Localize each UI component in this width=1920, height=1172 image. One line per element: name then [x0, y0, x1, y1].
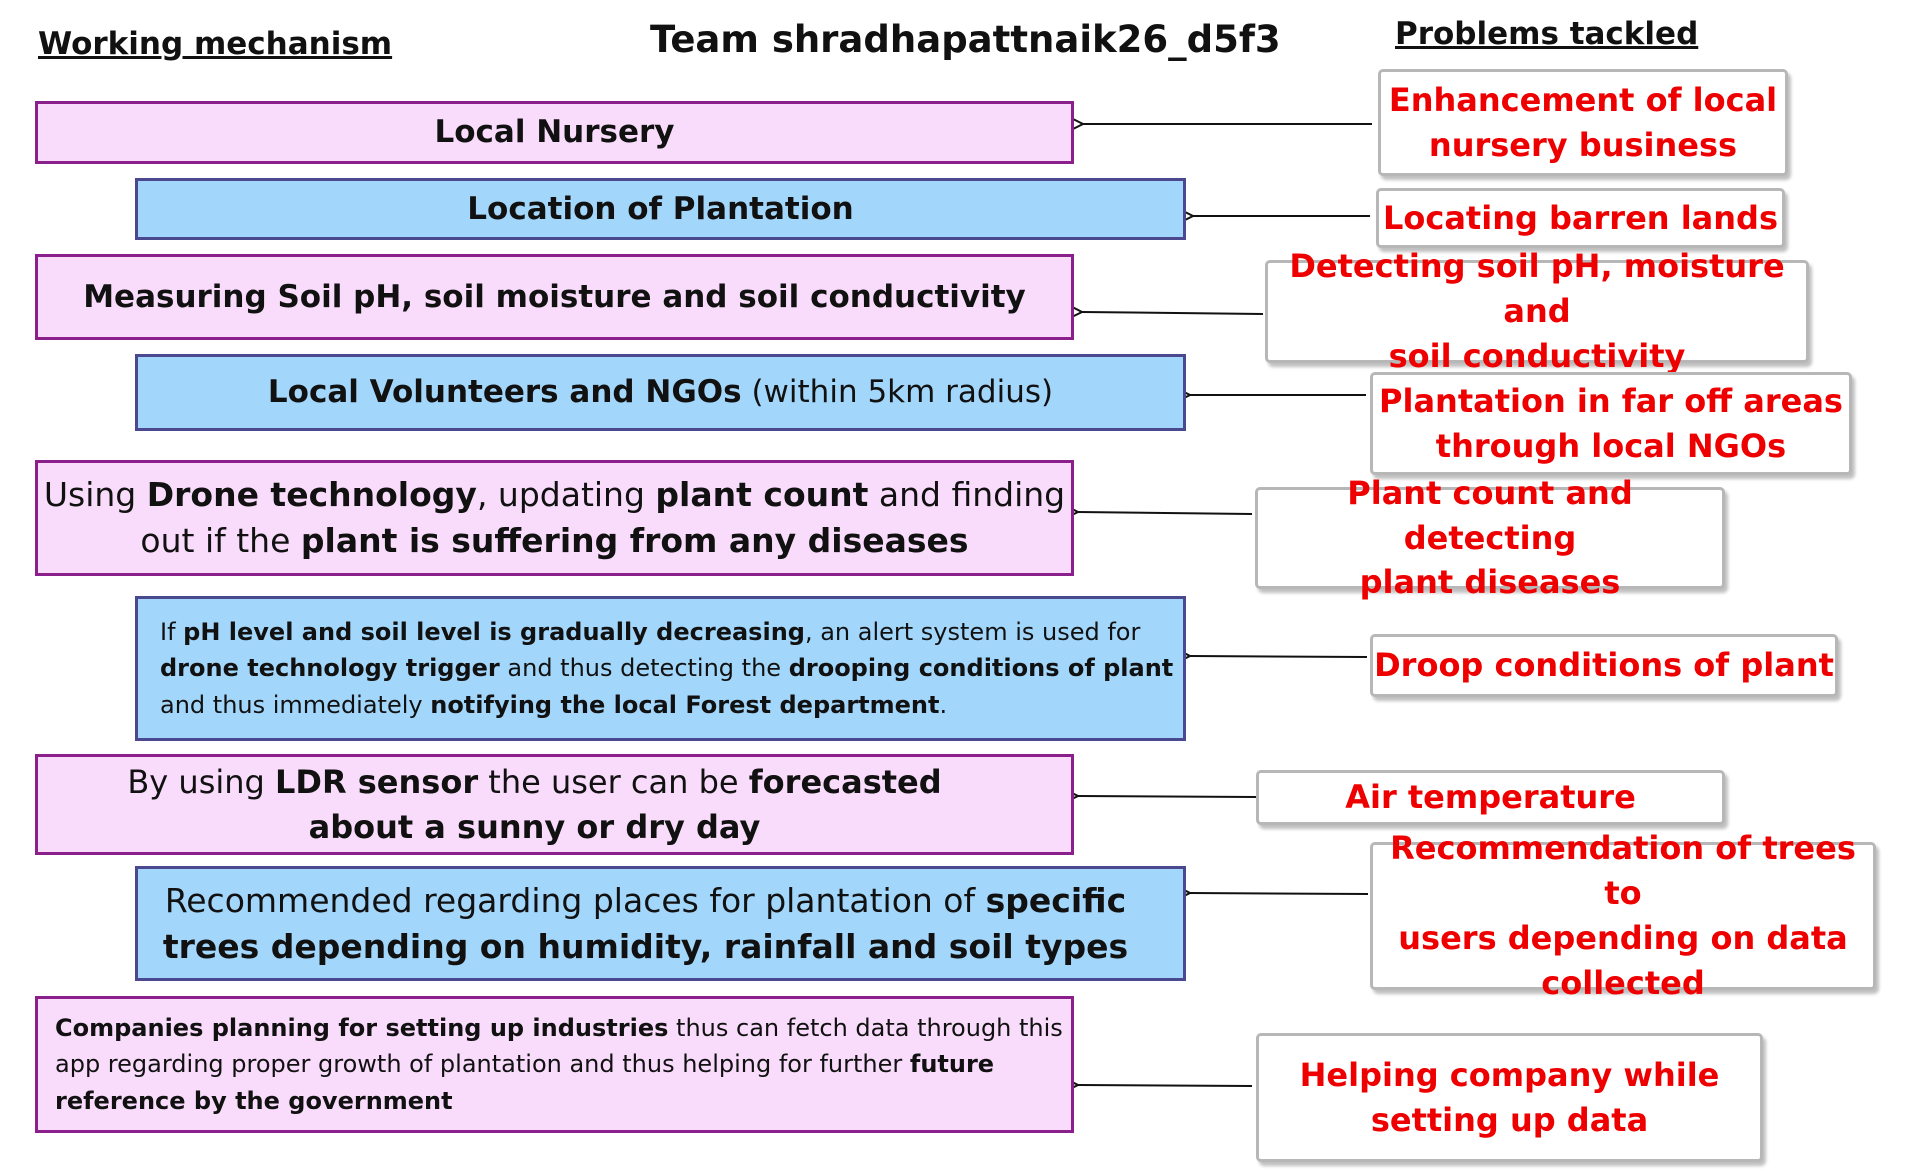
volunteers-label: Local Volunteers and NGOs (within 5km ra…: [267, 374, 1054, 411]
soil-measuring-box: Measuring Soil pH, soil moisture and soi…: [35, 254, 1074, 340]
soil-label: Measuring Soil pH, soil moisture and soi…: [83, 278, 1026, 315]
ldr-text: By using LDR sensor the user can be fore…: [127, 763, 942, 846]
local-nursery-box: Local Nursery: [35, 101, 1074, 164]
companies-box: Companies planning for setting up indust…: [35, 996, 1074, 1133]
problem-barren-lands: Locating barren lands: [1376, 188, 1785, 248]
alert-text: If pH level and soil level is gradually …: [160, 617, 1174, 719]
problem-soil-detection: Detecting soil pH, moisture and soil cond…: [1265, 247, 1809, 375]
companies-text: Companies planning for setting up indust…: [55, 1013, 1063, 1115]
drone-box: Using Drone technology, updating plant c…: [35, 460, 1074, 576]
problem-droop-conditions: Droop conditions of plant: [1370, 634, 1838, 697]
working-mechanism-heading: Working mechanism: [38, 26, 393, 62]
ldr-sensor-box: By using LDR sensor the user can be fore…: [35, 754, 1074, 855]
arrow-ldr: [1078, 796, 1257, 797]
problem-helping-company: Helping company while setting up data: [1256, 1033, 1763, 1162]
recommend-text: Recommended regarding places for plantat…: [162, 880, 1129, 966]
problem-nursery-business: Enhancement of local nursery business: [1378, 69, 1788, 176]
location-of-plantation-box: Location of Plantation: [135, 178, 1186, 240]
recommendation-box: Recommended regarding places for plantat…: [135, 866, 1186, 981]
drone-text: Using Drone technology, updating plant c…: [43, 475, 1066, 560]
volunteers-box: Local Volunteers and NGOs (within 5km ra…: [135, 354, 1186, 431]
arrow-soil: [1082, 312, 1264, 314]
alert-system-box: If pH level and soil level is gradually …: [135, 596, 1186, 741]
arrow-companies: [1078, 1085, 1253, 1086]
problem-air-temperature: Air temperature: [1256, 770, 1725, 825]
problem-plant-diseases: Plant count and detecting plant diseases: [1255, 474, 1725, 601]
problem-tree-recommendation: Recommendation of trees to users dependin…: [1370, 829, 1876, 1002]
problem-far-off-areas: Plantation in far off areas through local…: [1370, 372, 1852, 475]
location-label: Location of Plantation: [467, 190, 854, 227]
arrow-drone: [1078, 512, 1253, 514]
local-nursery-label: Local Nursery: [434, 114, 675, 151]
team-title: Team shradhapattnaik26_d5f3: [650, 18, 1281, 61]
arrow-recommend: [1190, 893, 1369, 894]
problems-tackled-heading: Problems tackled: [1395, 16, 1699, 52]
arrow-alert: [1190, 656, 1368, 657]
